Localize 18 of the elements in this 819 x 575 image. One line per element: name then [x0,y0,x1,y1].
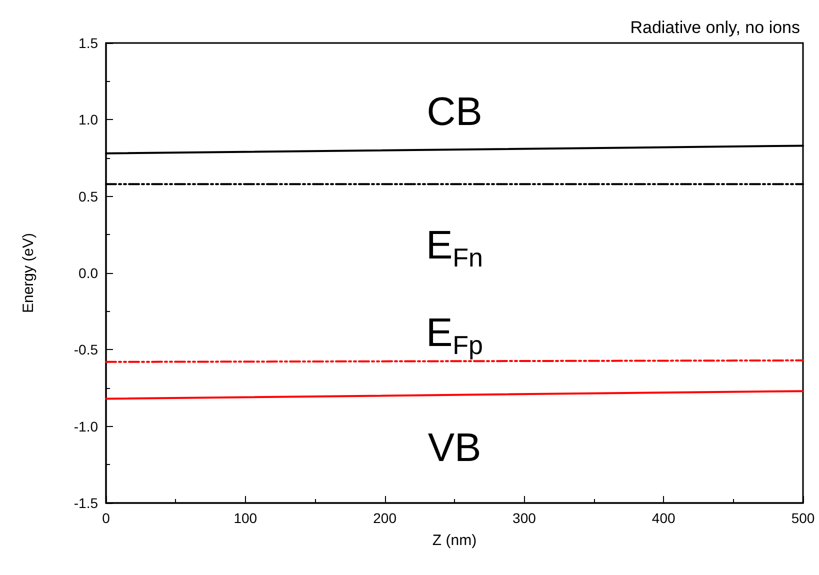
y-axis-title: Energy (eV) [20,232,37,314]
x-axis-title: Z (nm) [432,532,477,549]
y-tick-label: 0.0 [78,265,98,281]
y-tick-label: 1.0 [78,112,98,128]
x-tick-label: 400 [652,510,676,526]
y-tick-label: -1.0 [74,418,98,434]
y-tick-label: -0.5 [74,342,98,358]
y-tick-label: 0.5 [78,188,98,204]
y-tick-label: 1.5 [78,35,98,51]
annotation: VB [428,426,482,470]
x-tick-label: 0 [102,510,110,526]
chart-title: Radiative only, no ions [630,18,800,37]
x-tick-label: 300 [512,510,536,526]
x-tick-label: 100 [234,510,258,526]
y-tick-label: -1.5 [74,495,98,511]
annotation: CB [426,90,482,134]
x-tick-label: 500 [791,510,815,526]
x-tick-label: 200 [373,510,397,526]
